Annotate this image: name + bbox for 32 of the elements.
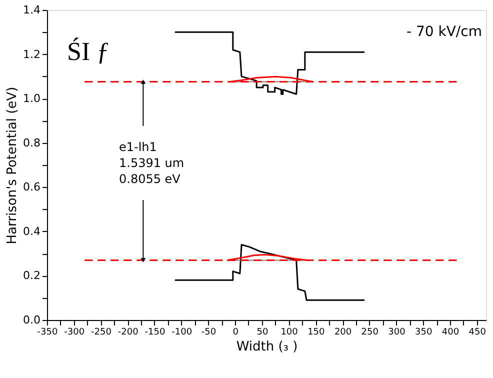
y-tick-label: 0.6	[23, 180, 40, 194]
x-tick-label: -350	[37, 328, 58, 338]
x-tick-label: 100	[280, 328, 298, 338]
x-tick-label: 300	[388, 328, 406, 338]
y-tick-label: 1.0	[23, 92, 40, 106]
line-series	[174, 244, 366, 301]
annotation: ŚI ƒ	[67, 37, 110, 66]
y-tick-label: 1.2	[23, 48, 40, 61]
x-tick-label: -200	[118, 328, 139, 338]
x-tick-label: -100	[172, 328, 192, 338]
x-axis-title: Width (₃ )	[236, 340, 298, 354]
x-tick-label: 50	[256, 328, 268, 338]
x-tick-label: 450	[468, 328, 486, 338]
x-tick-label: -250	[91, 328, 112, 338]
x-tick-label: 200	[334, 328, 352, 338]
y-axis-title: Harrison's Potential (eV)	[5, 86, 20, 244]
x-tick-label: -50	[201, 328, 216, 338]
annotation: - 70 kV/cm	[406, 24, 482, 40]
x-tick-label: -150	[144, 328, 166, 338]
x-tick-label: 350	[415, 328, 432, 338]
y-tick-label: 0.0	[23, 314, 40, 326]
x-tick-label: 0	[232, 328, 239, 338]
y-tick-label: 1.4	[23, 4, 40, 16]
y-tick-label: 0.4	[23, 224, 40, 238]
x-tick-label: 150	[308, 328, 326, 338]
line-series	[174, 31, 366, 95]
y-tick-label: 0.2	[23, 269, 40, 282]
y-tick-label: 0.8	[23, 136, 40, 150]
x-tick-label: 400	[442, 328, 460, 338]
x-tick-label: 250	[361, 328, 379, 338]
x-tick-label: -300	[64, 328, 85, 338]
annotation: e1-lh1 1.5391 um 0.8055 eV	[119, 140, 184, 186]
